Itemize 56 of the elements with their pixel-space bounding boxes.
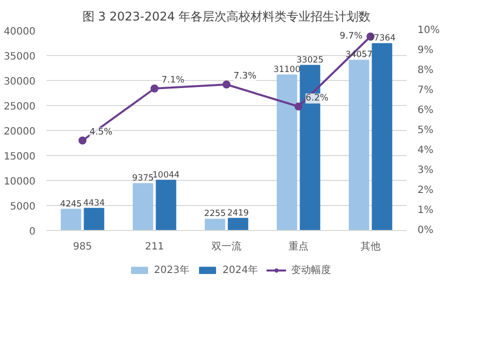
x-tick-label: 985	[72, 242, 92, 252]
y2-tick-label: 10%	[418, 25, 440, 36]
y2-tick-label: 5%	[418, 125, 434, 136]
y2-tick-label: 3%	[418, 165, 434, 176]
y2-tick-label: 0%	[418, 225, 434, 236]
bar	[60, 208, 82, 230]
point	[150, 84, 158, 92]
bar	[132, 183, 154, 230]
y2-tick-label: 7%	[418, 85, 434, 96]
data-label: 6.2%	[306, 94, 329, 104]
y2-tick-label: 6%	[418, 105, 434, 116]
y-tick-label: 30000	[4, 76, 36, 88]
y2-tick-label: 4%	[418, 145, 434, 156]
data-label: 31100	[273, 65, 301, 75]
y-tick-label: 5000	[10, 202, 36, 212]
data-label: 4.5%	[90, 128, 113, 138]
point	[78, 136, 86, 144]
y2-tick-label: 2%	[418, 185, 434, 196]
y-tick-label: 35000	[4, 52, 36, 62]
legend-label: 2023年	[154, 264, 190, 277]
y-tick-label: 0	[29, 226, 36, 238]
bar	[276, 74, 298, 230]
y-tick-label: 15000	[4, 152, 36, 162]
x-tick-label: 211	[144, 242, 164, 252]
y-tick-label: 10000	[4, 176, 36, 188]
data-label: 7.3%	[234, 72, 257, 82]
point	[222, 80, 230, 88]
bar	[156, 180, 176, 230]
y2-tick-label: 9%	[418, 45, 434, 56]
bar	[348, 60, 370, 230]
bar	[228, 218, 248, 230]
y-tick-label: 40000	[4, 26, 36, 38]
x-tick-label: 其他	[360, 240, 380, 252]
legend-label: 2024年	[222, 264, 258, 277]
bar	[84, 208, 104, 230]
chart-title: 图 3 2023-2024 年各层次高校材料类专业招生计划数	[82, 10, 371, 24]
data-label: 4434	[83, 198, 105, 208]
data-label: 2419	[227, 208, 249, 218]
data-label: 4245	[60, 199, 82, 210]
data-label: 10044	[152, 170, 180, 180]
x-tick-label: 双一流	[212, 240, 242, 252]
data-label: 7.1%	[162, 76, 185, 86]
data-label: 33025	[296, 55, 324, 66]
bar	[204, 218, 226, 230]
data-label: 9375	[132, 174, 154, 184]
y2-tick-label: 8%	[418, 65, 434, 76]
legend-label: 变动幅度	[290, 264, 331, 277]
data-label: 37364	[368, 34, 396, 44]
data-label: 2255	[204, 209, 226, 220]
bar	[372, 43, 392, 230]
y-tick-label: 20000	[4, 126, 36, 138]
y-tick-label: 25000	[4, 102, 36, 112]
y2-tick-label: 1%	[418, 205, 434, 216]
x-tick-label: 重点	[288, 240, 308, 252]
data-label: 9.7%	[340, 32, 363, 42]
point	[294, 102, 302, 110]
